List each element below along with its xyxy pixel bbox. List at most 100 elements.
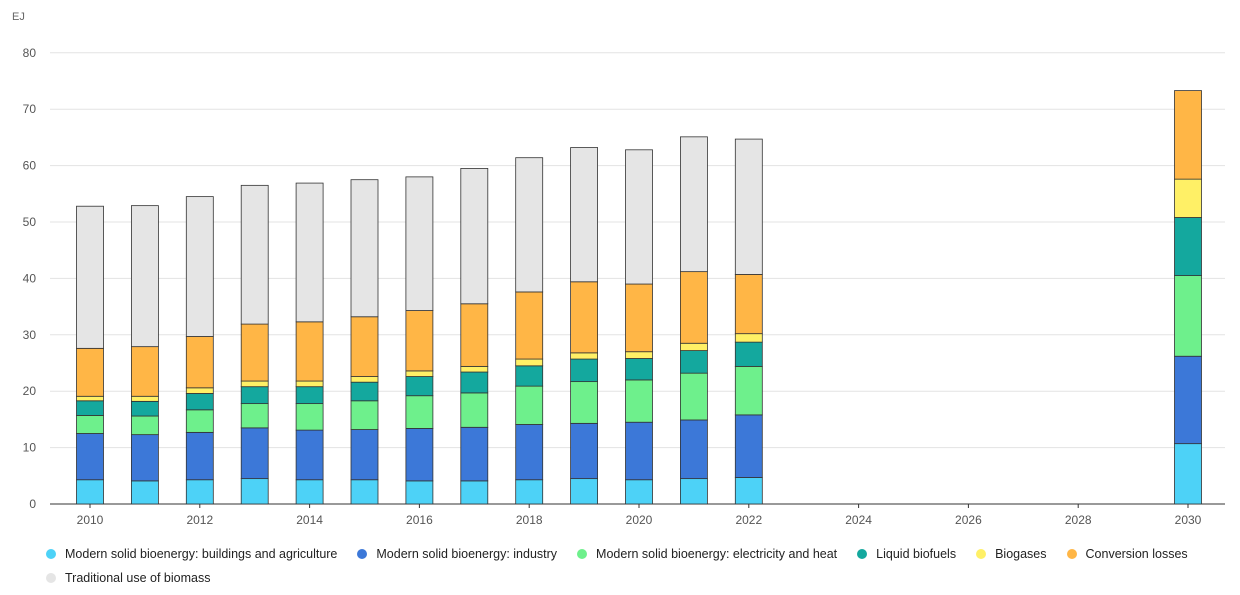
- bar-segment-2019-s3: [570, 358, 598, 383]
- bar-segment-2010-s1: [76, 433, 104, 481]
- bar-segment-2013-s2: [240, 403, 269, 429]
- bar-segment-2030-s0: [1174, 443, 1202, 505]
- bar-segment-2015-s4: [350, 376, 379, 383]
- bar-stack-2019: [570, 147, 598, 505]
- bar-segment-2019-s5: [570, 281, 598, 354]
- bar-segment-2014-s2: [295, 403, 324, 431]
- legend-item: Modern solid bioenergy: electricity and …: [577, 546, 837, 561]
- x-tick-label: 2022: [735, 513, 762, 527]
- bar-segment-2017-s4: [460, 365, 489, 373]
- legend-item: Liquid biofuels: [857, 546, 956, 561]
- bar-segment-2012-s5: [185, 336, 214, 389]
- bar-segment-2018-s3: [515, 365, 544, 387]
- bar-stack-2030: [1174, 90, 1202, 505]
- bar-segment-2016-s0: [405, 480, 434, 505]
- bar-segment-2018-s2: [515, 385, 544, 425]
- bar-segment-2019-s1: [570, 422, 598, 480]
- bar-segment-2010-s2: [76, 415, 104, 434]
- x-tick-label: 2014: [296, 513, 323, 527]
- bar-segment-2018-s6: [515, 157, 544, 293]
- bar-segment-2017-s5: [460, 303, 489, 367]
- bar-segment-2030-s1: [1174, 355, 1202, 445]
- bar-segment-2014-s5: [295, 321, 324, 382]
- legend-label: Conversion losses: [1085, 546, 1188, 561]
- bar-segment-2019-s4: [570, 352, 598, 360]
- bar-segment-2021-s2: [680, 372, 708, 421]
- bar-stack-2014: [295, 182, 324, 505]
- bar-segment-2013-s3: [240, 386, 269, 405]
- bar-stack-2010: [76, 205, 104, 505]
- bar-segment-2010-s3: [76, 400, 104, 416]
- y-axis-tick-labels: 0 10 20 30 40 50 60 70 80: [23, 46, 37, 511]
- legend-swatch-icon: [857, 548, 868, 559]
- bar-segment-2012-s6: [185, 196, 214, 337]
- bar-segment-2017-s2: [460, 392, 489, 428]
- bar-segment-2022-s2: [734, 365, 763, 416]
- bar-segment-2012-s3: [185, 393, 214, 411]
- bar-segment-2015-s1: [350, 429, 379, 481]
- chart-legend: Modern solid bioenergy: buildings and ag…: [46, 546, 1236, 585]
- bar-segment-2014-s3: [295, 386, 324, 405]
- x-tick-label: 2018: [516, 513, 543, 527]
- bar-segment-2021-s1: [680, 419, 708, 480]
- bar-segment-2030-s2: [1174, 275, 1202, 357]
- x-tick-label: 2028: [1065, 513, 1092, 527]
- legend-item: Traditional use of biomass: [46, 570, 210, 585]
- bar-segment-2012-s0: [185, 479, 214, 505]
- bar-segment-2012-s1: [185, 431, 214, 481]
- x-tick-label: 2010: [77, 513, 104, 527]
- legend-swatch-icon: [46, 572, 56, 583]
- bar-stack-2021: [680, 136, 708, 505]
- bar-segment-2013-s5: [240, 323, 269, 382]
- bar-segment-2016-s4: [405, 370, 434, 377]
- x-tick-label: 2030: [1175, 513, 1202, 527]
- bar-segment-2020-s5: [625, 283, 653, 353]
- legend-swatch-icon: [1066, 548, 1077, 559]
- legend-swatch-icon: [577, 548, 588, 559]
- y-tick-label: 40: [23, 271, 37, 285]
- y-tick-label: 0: [29, 497, 36, 511]
- bar-segment-2022-s6: [734, 138, 763, 275]
- y-tick-label: 30: [23, 328, 37, 342]
- y-tick-label: 10: [23, 441, 37, 455]
- legend-item: Modern solid bioenergy: buildings and ag…: [46, 546, 337, 561]
- legend-label: Modern solid bioenergy: industry: [376, 546, 558, 561]
- bar-segment-2022-s3: [734, 341, 763, 367]
- bar-segment-2020-s1: [625, 421, 653, 481]
- bar-segment-2016-s6: [405, 176, 434, 311]
- bar-segment-2012-s4: [185, 387, 214, 394]
- bar-segment-2017-s6: [460, 168, 489, 305]
- bar-segment-2018-s4: [515, 358, 544, 367]
- bar-segment-2021-s5: [680, 271, 708, 344]
- bar-segment-2013-s0: [240, 478, 269, 505]
- bar-segment-2030-s5: [1174, 90, 1202, 180]
- legend-swatch-icon: [976, 548, 987, 559]
- bar-segment-2015-s6: [350, 179, 379, 318]
- bar-segment-2017-s0: [460, 480, 489, 505]
- bar-segment-2010-s6: [76, 205, 104, 349]
- y-tick-label: 50: [23, 215, 37, 229]
- bar-segment-2019-s6: [570, 147, 598, 283]
- bars: [76, 90, 1202, 505]
- legend-item: Modern solid bioenergy: industry: [357, 546, 557, 561]
- bar-segment-2014-s4: [295, 380, 324, 388]
- x-axis-ticks: 2010 2012 2014 2016 2018 2020 2022 2024 2026 2028…: [77, 504, 1202, 527]
- legend-item: Conversion losses: [1066, 546, 1188, 561]
- y-tick-label: 80: [23, 46, 37, 60]
- legend-item: Biogases: [976, 546, 1047, 561]
- bar-segment-2013-s4: [240, 380, 269, 388]
- bar-segment-2019-s2: [570, 381, 598, 424]
- y-tick-label: 60: [23, 159, 37, 173]
- bar-segment-2014-s1: [295, 429, 324, 481]
- legend-label: Liquid biofuels: [876, 546, 957, 561]
- bar-segment-2018-s5: [515, 291, 544, 360]
- bar-segment-2021-s0: [680, 478, 708, 505]
- legend-label: Traditional use of biomass: [65, 570, 211, 585]
- bar-segment-2018-s0: [515, 479, 544, 505]
- bar-segment-2013-s6: [240, 184, 269, 325]
- bar-segment-2011-s4: [130, 395, 159, 402]
- bar-stack-2017: [460, 168, 489, 505]
- bar-segment-2014-s0: [295, 479, 324, 505]
- bar-segment-2020-s0: [625, 479, 653, 505]
